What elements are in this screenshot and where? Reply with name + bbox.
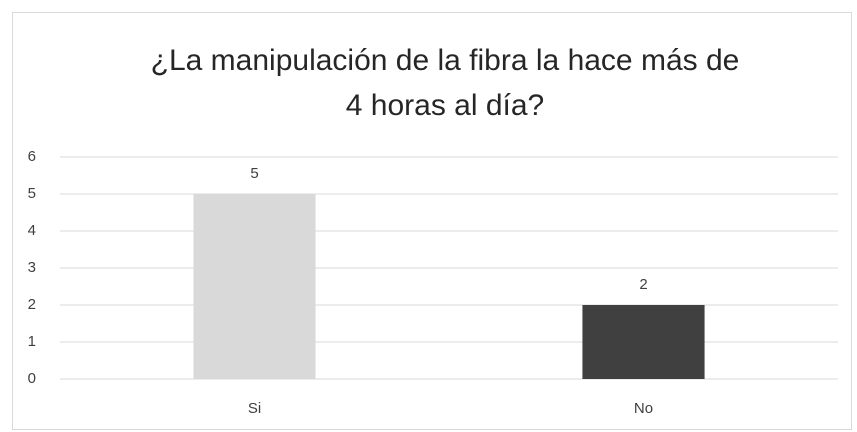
bar — [582, 305, 705, 379]
y-tick-label: 6 — [28, 148, 36, 165]
y-tick-label: 2 — [28, 296, 36, 313]
bar — [193, 194, 316, 379]
chart-border — [12, 12, 852, 430]
x-tick-label: No — [634, 400, 653, 417]
data-label: 2 — [639, 276, 647, 293]
chart-title: 4 horas al día? — [346, 89, 544, 122]
x-tick-label: Si — [248, 400, 261, 417]
y-tick-label: 5 — [28, 185, 36, 202]
chart-title: ¿La manipulación de la fibra la hace más… — [151, 44, 740, 77]
y-tick-label: 4 — [28, 222, 36, 239]
y-tick-label: 3 — [28, 259, 36, 276]
y-tick-label: 0 — [28, 370, 36, 387]
data-label: 5 — [250, 165, 258, 182]
y-tick-label: 1 — [28, 333, 36, 350]
